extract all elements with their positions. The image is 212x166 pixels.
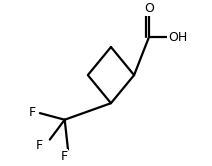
Text: OH: OH — [168, 31, 187, 44]
Text: O: O — [144, 2, 154, 15]
Text: F: F — [60, 150, 67, 163]
Text: F: F — [36, 139, 43, 152]
Text: F: F — [29, 106, 36, 119]
